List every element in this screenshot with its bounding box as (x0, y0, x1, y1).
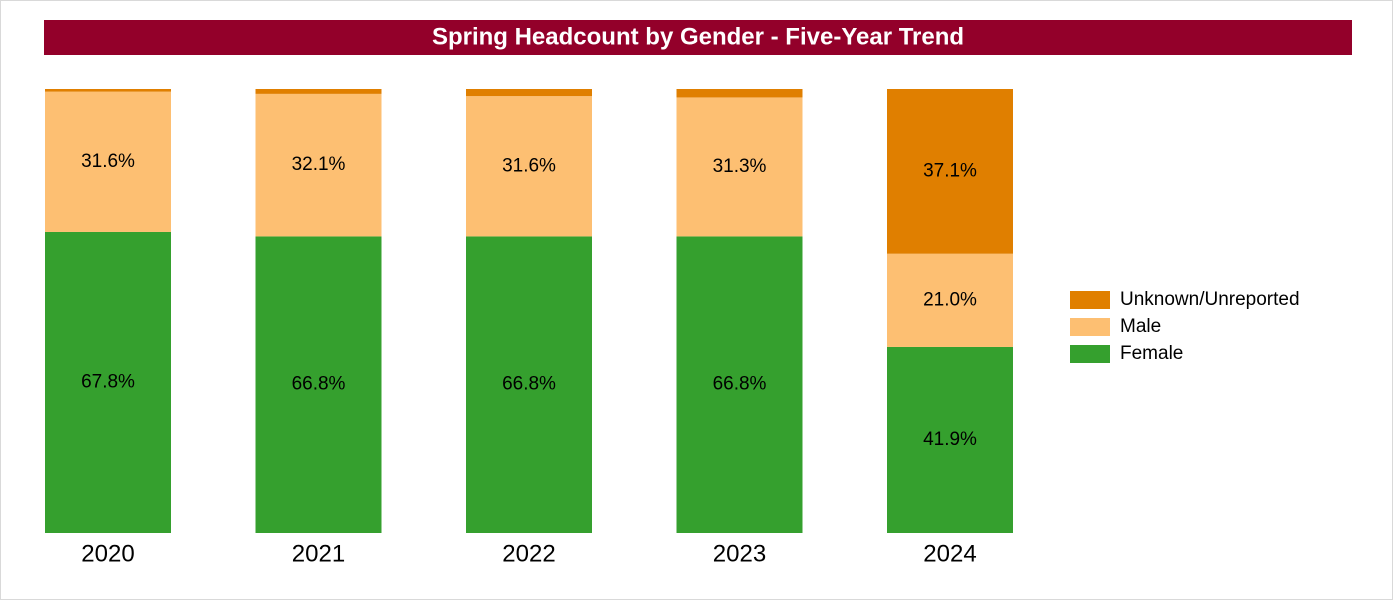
data-label: 66.8% (292, 374, 346, 395)
bar-segment (45, 89, 171, 92)
legend-swatch (1070, 345, 1110, 363)
data-label: 21.0% (923, 289, 977, 310)
data-label: 66.8% (502, 374, 556, 395)
data-label: 31.6% (81, 151, 135, 172)
bar-segment (466, 96, 592, 237)
bar-segment (255, 236, 382, 533)
legend-label: Male (1120, 316, 1161, 337)
legend-swatch (1070, 291, 1110, 309)
data-label: 41.9% (923, 429, 977, 450)
bar-segment (466, 89, 592, 97)
bar-segment (45, 91, 171, 232)
bar-segment (887, 346, 1013, 533)
bar-segment (676, 89, 803, 98)
bar-segment (255, 93, 382, 237)
x-tick-label: 2020 (81, 540, 134, 567)
x-tick-label: 2023 (713, 540, 766, 567)
bar-segment (45, 231, 171, 533)
x-tick-label: 2021 (292, 540, 345, 567)
chart-title: Spring Headcount by Gender - Five-Year T… (432, 23, 964, 50)
legend-swatch (1070, 318, 1110, 336)
data-label: 37.1% (923, 160, 977, 181)
bar-segment (887, 253, 1013, 347)
bar-segment (887, 89, 1013, 254)
data-label: 66.8% (713, 374, 767, 395)
data-label: 31.3% (713, 156, 767, 177)
bar-segment (466, 236, 592, 533)
title-banner (44, 20, 1352, 55)
data-label: 31.6% (502, 155, 556, 176)
legend-label: Female (1120, 343, 1183, 364)
x-tick-label: 2022 (502, 540, 555, 567)
bar-segment (676, 97, 803, 237)
data-label: 32.1% (292, 154, 346, 175)
bar-segment (255, 89, 382, 94)
legend-label: Unknown/Unreported (1120, 289, 1300, 310)
bar-segment (676, 236, 803, 533)
data-label: 67.8% (81, 371, 135, 392)
x-tick-label: 2024 (923, 540, 976, 567)
